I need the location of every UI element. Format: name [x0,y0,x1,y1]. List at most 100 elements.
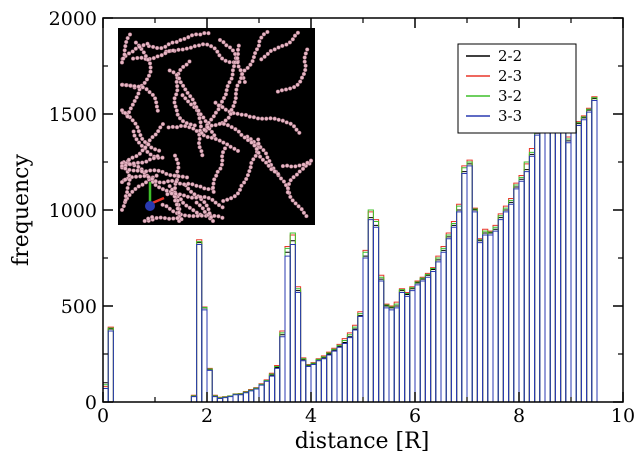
inset-bead [290,37,295,42]
inset-bead [172,153,178,158]
inset-bead [123,198,128,203]
inset-bead [301,162,306,167]
inset-bead [235,56,240,61]
inset-bead [175,206,180,211]
inset-bead [189,33,195,38]
inset-bead [154,215,159,221]
inset-bead [167,206,172,211]
inset-bead [153,96,158,101]
inset-bead [276,117,281,122]
x-tick-label: 10 [611,405,635,427]
inset-bead [212,46,217,51]
inset-bead [191,208,196,213]
inset-bead [191,214,196,219]
inset-bead [133,40,138,45]
inset-bead [182,213,188,218]
inset-bead [216,214,221,219]
inset-bead [147,61,153,66]
inset-bead [251,54,256,60]
inset-bead [266,163,271,168]
inset-bead [136,91,141,96]
inset-bead [198,32,203,37]
inset-bead [214,173,219,178]
inset-bead [153,179,158,184]
inset-bead [256,141,261,146]
inset-bead [281,179,286,184]
inset-bead [176,174,181,179]
inset-bead [128,83,133,88]
inset-bead [198,120,203,125]
inset-bead [127,177,132,182]
inset-bead [145,57,151,62]
inset-bead [122,48,127,53]
y-tick-label: 2000 [49,8,97,30]
inset-bead [138,133,143,138]
inset-bead [197,203,202,208]
inset-bead [297,163,302,168]
inset-bead [167,184,172,189]
inset-bead [195,213,200,218]
inset-bead [139,55,144,60]
inset-bead [215,169,220,174]
x-tick-label: 8 [513,405,525,427]
inset-bead [253,153,258,158]
inset-bead [136,129,141,134]
inset-bead [280,118,285,123]
inset-bead [225,123,230,128]
inset-bead [150,92,155,97]
inset-bead [239,132,244,137]
inset-bead [132,84,137,89]
inset-bead [262,54,267,59]
inset-bead [235,148,241,153]
inset-bead [131,168,136,173]
inset-bead [126,157,131,162]
inset-bead [119,82,125,87]
inset-bead [276,171,281,177]
y-tick-label: 0 [85,392,97,414]
inset-bead [174,202,179,207]
inset-bead [121,56,126,61]
inset-bead [230,72,235,77]
inset-bead [211,114,216,119]
inset-bead [197,145,202,150]
legend-label: 2-3 [498,67,522,85]
inset-bead [223,92,228,97]
inset-bead [256,43,261,48]
inset-bead [166,125,171,130]
legend-entry: 2-3 [466,67,522,85]
inset-bead [296,204,301,209]
inset-bead [149,145,154,150]
inset-bead [172,96,177,101]
inset-bead [170,40,175,45]
inset-bead [151,44,156,49]
inset-bead [202,30,207,36]
inset-bead [272,169,277,174]
inset-bead [182,36,187,41]
inset-bead [127,167,132,172]
inset-bead [150,135,155,140]
inset-bead [298,79,303,84]
inset-bead [259,57,264,62]
inset-bead [167,216,172,221]
inset-bead [249,140,254,145]
inset-bead [220,158,225,163]
inset-bead [218,166,223,171]
inset-bead [199,149,204,154]
inset-bead [177,116,183,121]
inset-bead [142,173,147,179]
inset-bead [225,83,230,89]
inset-bead [216,107,221,112]
x-tick-label: 2 [201,405,213,427]
inset-bead [251,157,256,162]
inset-bead [299,75,305,80]
inset-bead [305,47,310,52]
inset-bead [130,49,135,54]
inset-bead [181,193,187,198]
inset-bead [264,160,269,165]
inset-bead [217,53,222,58]
inset-bead [285,163,290,168]
inset-bead [192,44,197,49]
inset-bead [250,58,255,64]
inset-bead [183,96,188,101]
inset-bead [240,71,245,77]
